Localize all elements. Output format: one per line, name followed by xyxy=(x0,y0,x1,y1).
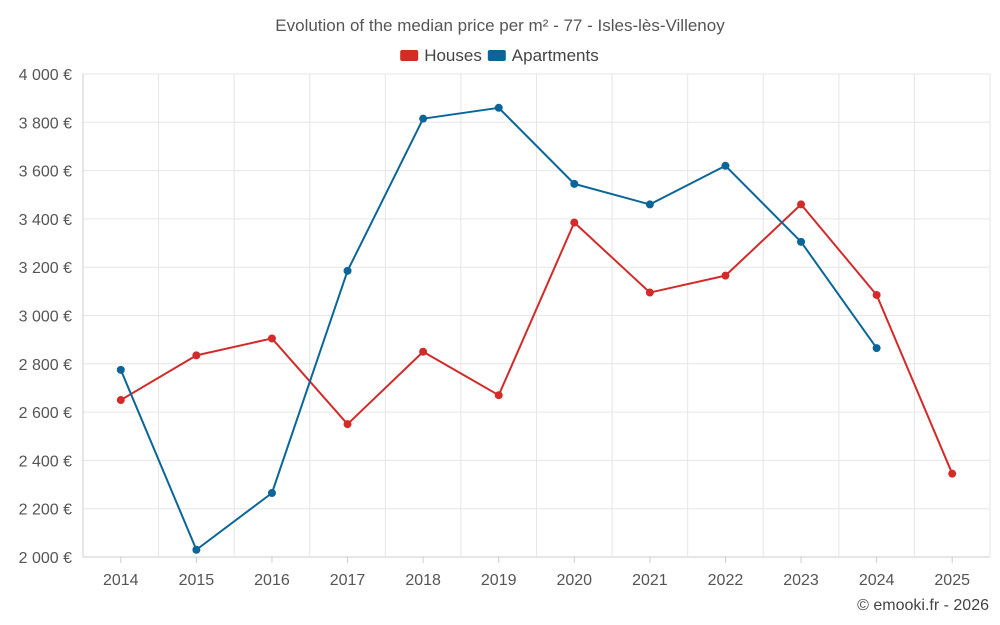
y-tick-label: 2 200 € xyxy=(19,502,72,519)
data-point-houses xyxy=(343,420,352,429)
y-tick-label: 3 400 € xyxy=(19,212,72,229)
x-tick-label: 2024 xyxy=(859,572,895,589)
data-point-apartments xyxy=(872,344,881,353)
data-point-apartments xyxy=(645,200,654,209)
data-point-houses xyxy=(494,391,503,400)
data-point-houses xyxy=(721,271,730,280)
data-point-houses xyxy=(570,218,579,227)
legend-swatch-apartments xyxy=(487,50,506,61)
legend-item-apartments: Apartments xyxy=(487,46,599,65)
x-tick-label: 2016 xyxy=(254,572,290,589)
data-point-houses xyxy=(267,334,276,343)
x-tick-label: 2014 xyxy=(103,572,139,589)
y-tick-label: 2 600 € xyxy=(19,405,72,422)
x-tick-label: 2021 xyxy=(632,572,668,589)
series-line-houses xyxy=(120,203,954,475)
x-tick-label: 2017 xyxy=(330,572,366,589)
data-point-apartments xyxy=(267,489,276,498)
data-point-houses xyxy=(419,347,428,356)
data-point-apartments xyxy=(343,266,352,275)
legend-swatch-houses xyxy=(400,50,419,61)
series-layer xyxy=(116,103,957,554)
data-point-apartments xyxy=(494,103,503,112)
series-apartments xyxy=(116,103,881,554)
data-point-houses xyxy=(116,396,125,405)
y-tick-label: 2 000 € xyxy=(19,550,72,567)
legend-item-houses: Houses xyxy=(400,46,482,65)
data-point-apartments xyxy=(570,179,579,188)
data-point-houses xyxy=(872,290,881,299)
data-point-apartments xyxy=(419,114,428,123)
y-tick-label: 3 000 € xyxy=(19,309,72,326)
y-tick-label: 4 000 € xyxy=(19,67,72,84)
data-point-houses xyxy=(645,288,654,297)
x-tick-label: 2018 xyxy=(405,572,441,589)
x-tick-label: 2015 xyxy=(179,572,215,589)
x-tick-label: 2020 xyxy=(556,572,592,589)
data-point-houses xyxy=(192,351,201,360)
series-houses xyxy=(116,200,957,478)
legend-label-houses: Houses xyxy=(424,46,482,65)
y-tick-label: 2 400 € xyxy=(19,453,72,470)
x-tick-label: 2025 xyxy=(934,572,970,589)
data-point-apartments xyxy=(797,237,806,246)
data-point-apartments xyxy=(116,365,125,374)
grid-lines xyxy=(82,73,991,558)
credit-text: © emooki.fr - 2026 xyxy=(857,597,989,614)
x-tick-label: 2023 xyxy=(783,572,819,589)
legend-label-apartments: Apartments xyxy=(512,46,599,65)
legend: Houses Apartments xyxy=(400,46,599,65)
data-point-apartments xyxy=(721,161,730,170)
y-tick-label: 3 200 € xyxy=(19,260,72,277)
y-tick-label: 3 800 € xyxy=(19,115,72,132)
x-tick-label: 2019 xyxy=(481,572,517,589)
data-point-houses xyxy=(948,469,957,478)
data-point-apartments xyxy=(192,545,201,554)
axes: 2 000 € 2 200 € 2 400 € 2 600 € 2 800 € 3 000… xyxy=(19,67,970,589)
x-tick-label: 2022 xyxy=(708,572,744,589)
y-tick-label: 3 600 € xyxy=(19,164,72,181)
chart-title: Evolution of the median price per m² - 7… xyxy=(275,16,725,35)
y-tick-label: 2 800 € xyxy=(19,357,72,374)
data-point-houses xyxy=(797,200,806,209)
